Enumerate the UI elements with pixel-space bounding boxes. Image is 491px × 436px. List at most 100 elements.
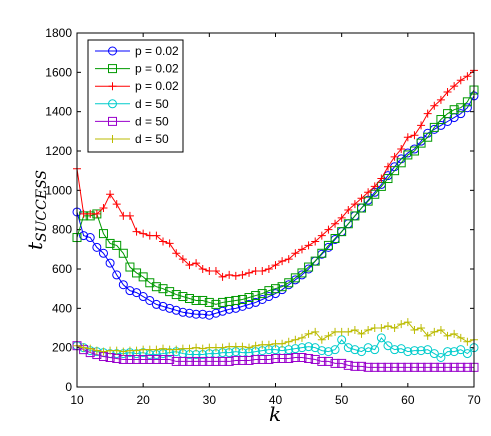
- data-point-square: [138, 272, 148, 282]
- data-point-square: [151, 354, 161, 364]
- data-point-circle: [92, 242, 102, 252]
- data-point-square: [151, 282, 161, 292]
- data-point-plus: [297, 245, 306, 254]
- series-square: [72, 85, 479, 309]
- plot-frame: [76, 32, 475, 388]
- data-point-plus: [178, 255, 187, 264]
- data-point-circle: [118, 280, 128, 290]
- data-point-circle: [165, 303, 175, 313]
- data-point-square: [224, 296, 234, 306]
- data-point-plus: [311, 237, 320, 246]
- data-point-plus: [297, 333, 306, 342]
- data-point-square: [112, 240, 122, 250]
- legend-item: p = 0.02: [95, 79, 179, 93]
- data-point-circle: [211, 308, 221, 318]
- data-point-square: [218, 297, 228, 307]
- data-point-square: [429, 122, 439, 132]
- data-point-square: [456, 103, 466, 113]
- legend-item: p = 0.02: [95, 62, 179, 76]
- data-point-plus: [443, 88, 452, 96]
- data-point-plus: [251, 341, 260, 350]
- data-point-circle: [244, 299, 254, 309]
- data-point-plus: [132, 346, 141, 355]
- data-point-plus: [198, 344, 207, 353]
- data-point-circle: [390, 345, 400, 355]
- series-plus: [73, 66, 478, 281]
- data-point-square: [178, 292, 188, 302]
- data-point-plus: [218, 272, 227, 281]
- data-point-square: [224, 356, 234, 366]
- data-point-square: [231, 295, 241, 305]
- data-point-plus: [112, 200, 121, 209]
- data-point-plus: [92, 209, 101, 218]
- data-point-plus: [211, 266, 220, 275]
- data-point-square: [416, 138, 426, 148]
- series-line: [76, 89, 475, 305]
- data-point-square: [231, 355, 241, 365]
- data-point-plus: [403, 133, 412, 142]
- data-point-plus: [231, 271, 240, 280]
- data-point-square: [350, 211, 360, 221]
- data-point-circle: [357, 347, 367, 357]
- data-point-square: [423, 362, 433, 372]
- data-point-circle: [304, 342, 314, 352]
- data-point-square: [396, 158, 406, 168]
- y-tick-label: 1400: [45, 105, 72, 119]
- data-point-plus: [238, 342, 247, 351]
- data-point-circle: [323, 347, 333, 357]
- data-point-plus: [79, 343, 88, 352]
- svg-text:tSUCCESS: tSUCCESS: [23, 170, 50, 250]
- data-point-plus: [423, 109, 432, 118]
- data-point-plus: [284, 337, 293, 346]
- data-point-square: [244, 293, 254, 303]
- data-point-square: [310, 354, 320, 364]
- data-point-square: [310, 256, 320, 266]
- data-point-circle: [198, 309, 208, 319]
- y-axis-label: tSUCCESS: [23, 170, 50, 250]
- y-tick-label: 0: [65, 380, 72, 394]
- data-point-square: [244, 355, 254, 365]
- data-point-plus: [278, 339, 287, 348]
- data-point-square: [350, 361, 360, 371]
- data-point-square: [271, 353, 280, 363]
- data-point-plus: [324, 225, 333, 234]
- data-point-square: [145, 354, 155, 364]
- data-point-circle: [108, 99, 117, 109]
- data-point-square: [363, 196, 373, 206]
- data-point-plus: [357, 329, 366, 338]
- data-point-square: [383, 362, 393, 372]
- data-point-square: [449, 362, 459, 372]
- legend-label: p = 0.02: [135, 62, 179, 76]
- data-point-plus: [185, 261, 194, 270]
- data-point-plus: [304, 241, 313, 250]
- data-point-circle: [383, 341, 393, 351]
- data-point-circle: [376, 333, 386, 343]
- legend-label: p = 0.02: [135, 79, 179, 93]
- data-point-plus: [99, 347, 108, 356]
- data-point-square: [237, 355, 247, 365]
- legend-item: d = 50: [95, 97, 169, 111]
- data-point-square: [171, 290, 181, 300]
- data-point-square: [403, 362, 413, 372]
- data-point-square: [251, 354, 261, 364]
- data-point-plus: [410, 131, 419, 140]
- data-point-circle: [436, 353, 446, 362]
- data-point-square: [317, 356, 327, 366]
- legend-item: p = 0.02: [95, 44, 179, 58]
- y-tick-label: 400: [52, 301, 72, 315]
- data-point-square: [184, 294, 194, 303]
- data-point-plus: [108, 82, 117, 91]
- x-tick-label: 70: [467, 393, 481, 407]
- data-point-plus: [430, 101, 439, 110]
- data-point-plus: [108, 135, 117, 143]
- data-point-square: [323, 240, 333, 250]
- data-point-plus: [364, 188, 373, 197]
- data-point-square: [257, 289, 267, 299]
- data-point-plus: [377, 174, 386, 183]
- data-point-square: [290, 353, 300, 362]
- data-point-plus: [350, 325, 359, 334]
- data-point-square: [409, 146, 419, 156]
- data-point-plus: [383, 162, 392, 171]
- data-point-plus: [417, 324, 426, 332]
- legend-label: d = 50: [135, 114, 169, 128]
